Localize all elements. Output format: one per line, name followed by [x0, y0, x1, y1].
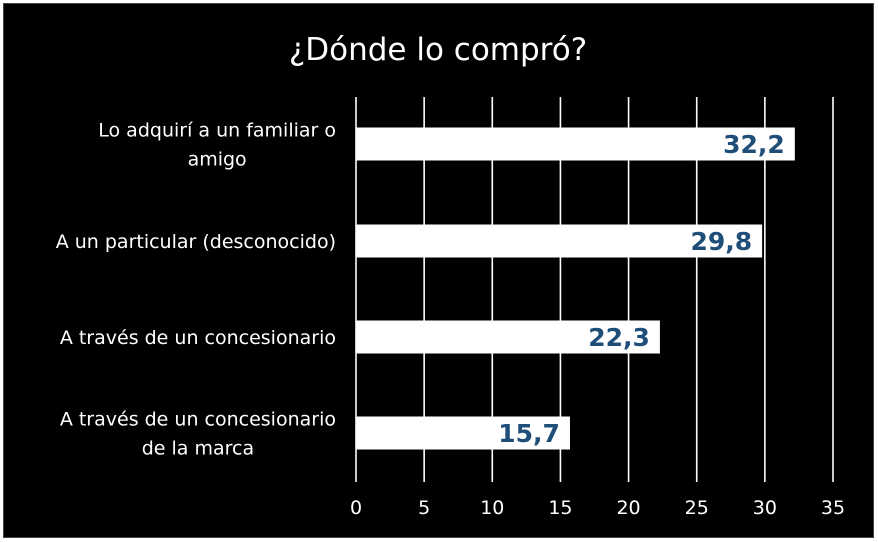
bar-value-label: 29,8: [690, 227, 752, 256]
chart-frame: ¿Dónde lo compró? 32,2 29,8 22,3 15,7 Lo ad…: [3, 3, 874, 538]
bar-value-label: 32,2: [723, 130, 785, 159]
x-tick-label: 25: [685, 497, 709, 519]
bar-value-label: 22,3: [588, 323, 650, 352]
x-tick-label: 5: [418, 497, 430, 519]
x-tick-label: 15: [548, 497, 572, 519]
bar: [356, 224, 763, 258]
x-tick-label: 20: [616, 497, 640, 519]
bars: 32,2 29,8 22,3 15,7: [356, 127, 795, 450]
category-label: Lo adquirí a un familiar o: [98, 120, 336, 142]
x-tick-label: 30: [753, 497, 777, 519]
category-labels: Lo adquirí a un familiar o amigo A un part…: [56, 120, 336, 460]
chart-title: ¿Dónde lo compró?: [289, 32, 587, 68]
category-label: A un particular (desconocido): [56, 231, 336, 253]
x-axis-ticks: 0 5 10 15 20 25 30 35: [350, 497, 845, 519]
x-tick-label: 10: [480, 497, 504, 519]
grid-lines: [355, 97, 834, 482]
category-label: A través de un concesionario: [60, 409, 336, 431]
x-tick-label: 0: [350, 497, 362, 519]
category-label: amigo: [188, 149, 247, 171]
category-label: de la marca: [142, 438, 254, 460]
bar-value-label: 15,7: [498, 419, 560, 448]
bar: [356, 127, 795, 161]
bar-chart: ¿Dónde lo compró? 32,2 29,8 22,3 15,7 Lo ad…: [56, 32, 845, 519]
bar: [356, 320, 660, 354]
x-tick-label: 35: [821, 497, 845, 519]
bar: [356, 416, 570, 450]
category-label: A través de un concesionario: [60, 327, 336, 349]
